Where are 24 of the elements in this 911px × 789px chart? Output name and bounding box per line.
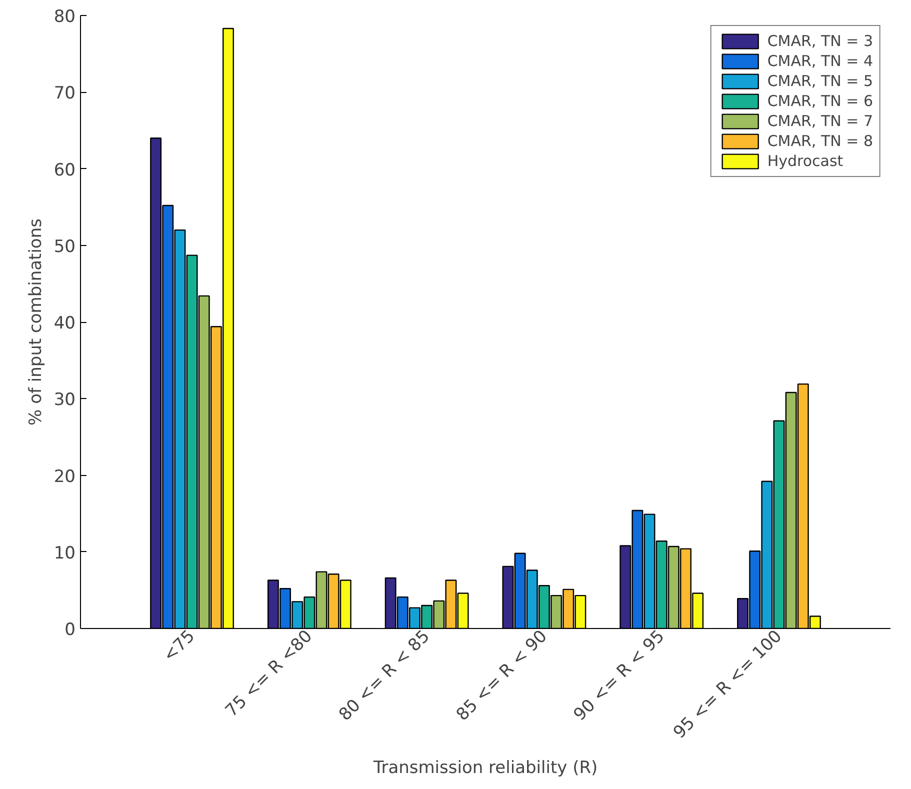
y-tick-label: 30 xyxy=(54,390,76,410)
legend-label: Hydrocast xyxy=(767,152,844,170)
x-tick-label: 95 <= R <= 100 xyxy=(670,626,786,743)
x-axis-title: Transmission reliability (R) xyxy=(372,758,598,778)
legend-label: CMAR, TN = 7 xyxy=(767,112,873,130)
legend-label: CMAR, TN = 6 xyxy=(767,92,873,110)
legend-label: CMAR, TN = 8 xyxy=(767,132,873,150)
x-tick-label: 80 <= R < 85 xyxy=(335,626,434,726)
y-tick-label: 0 xyxy=(64,620,76,640)
x-tick-label: 85 <= R < 90 xyxy=(452,626,552,726)
x-tick-label: 90 <= R < 95 xyxy=(570,626,669,726)
legend-label: CMAR, TN = 4 xyxy=(767,52,873,70)
x-tick-label: <75 xyxy=(160,626,200,666)
x-tick-label: 75 <= R <80 xyxy=(222,626,316,722)
legend-label: CMAR, TN = 5 xyxy=(767,72,873,90)
y-tick-label: 40 xyxy=(54,314,76,334)
y-tick-label: 10 xyxy=(54,543,76,564)
legend-label: CMAR, TN = 3 xyxy=(767,32,873,50)
y-tick-label: 50 xyxy=(54,236,76,257)
y-tick-label: 70 xyxy=(54,84,76,104)
y-tick-label: 60 xyxy=(54,160,76,180)
y-tick-label: 80 xyxy=(54,7,76,27)
y-axis-title: % of input combinations xyxy=(26,218,46,426)
y-tick-label: 20 xyxy=(54,466,76,487)
